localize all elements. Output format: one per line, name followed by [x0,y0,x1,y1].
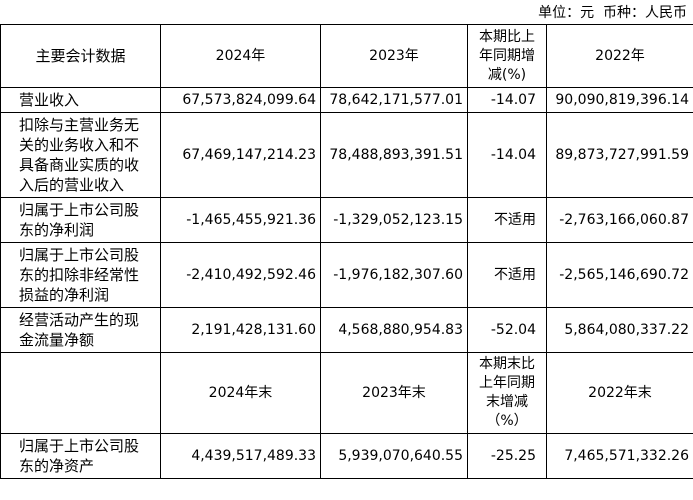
value-cell: -14.04 [467,112,547,198]
value-cell: 4,568,880,954.83 [320,307,468,353]
value-cell: 5,939,070,640.55 [320,433,468,479]
header-cell: 2022年 [546,24,693,88]
value-cell: 2,191,428,131.60 [160,307,321,353]
value-cell: 5,864,080,337.22 [546,307,693,353]
header-cell: 2023年末 [320,352,468,434]
header-text: 2023年 [369,47,419,64]
data-row: 归属于上市公司股东的净资产 4,439,517,489.33 5,939,070,6… [0,433,693,479]
header-cell: 本期末比上年同期末增减（%） [467,352,547,434]
header-cell: 主要会计数据 [0,24,161,88]
value-cell: -1,329,052,123.15 [320,197,468,243]
header-row: 主要会计数据 2024年 2023年 本期比上年同期增减(%) 2022年 [0,24,693,88]
value-cell: -2,565,146,690.72 [546,242,693,308]
header-row: 2024年末 2023年末 本期末比上年同期末增减（%） 2022年末 [0,352,693,434]
value-cell: 7,465,571,332.26 [546,433,693,479]
row-label: 经营活动产生的现金流量净额 [0,307,161,353]
header-text: 2022年 [595,47,645,64]
data-row: 归属于上市公司股东的扣除非经常性损益的净利润 -2,410,492,592.46-… [0,242,693,308]
value-cell: 不适用 [467,197,547,243]
value-cell: -25.25 [467,433,547,479]
value-cell: -1,465,455,921.36 [160,197,321,243]
header-cell: 2023年 [320,24,468,88]
header-text: 2024年末 [208,384,273,401]
value-cell: 78,642,171,577.01 [320,87,468,113]
header-text: 本期末比上年同期末增减（%） [479,356,535,429]
row-label: 扣除与主营业务无关的业务收入和不具备商业实质的收入后的营业收入 [0,112,161,198]
value-cell: 67,469,147,214.23 [160,112,321,198]
header-text: 2022年末 [588,384,652,401]
header-cell: 2022年末 [546,352,693,434]
row-label: 归属于上市公司股东的扣除非经常性损益的净利润 [0,242,161,308]
value-cell: 4,439,517,489.33 [160,433,321,479]
header-text: 2023年末 [362,384,426,401]
header-cell: 本期比上年同期增减(%) [467,24,547,88]
value-cell: -2,763,166,060.87 [546,197,693,243]
header-text: 2024年 [215,47,266,64]
row-label: 归属于上市公司股东的净资产 [0,433,161,479]
value-cell: 67,573,824,099.64 [160,87,321,113]
data-row: 扣除与主营业务无关的业务收入和不具备商业实质的收入后的营业收入 67,469,14… [0,112,693,198]
data-row: 归属于上市公司股东的净利润 -1,465,455,921.36 -1,329,052… [0,197,693,243]
header-text: 本期比上年同期增减(%) [479,28,535,83]
value-cell: -2,410,492,592.46 [160,242,321,308]
data-row: 经营活动产生的现金流量净额 2,191,428,131.60 4,568,880,9… [0,307,693,353]
header-text: 主要会计数据 [35,47,126,65]
row-label: 营业收入 [0,87,161,113]
data-row: 营业收入 67,573,824,099.64 78,642,171,577.01 -1… [0,87,693,113]
value-cell: -52.04 [467,307,547,353]
unit-note: 单位：元 币种：人民币 [538,5,687,21]
header-cell: 2024年末 [160,352,321,434]
value-cell: 90,090,819,396.14 [546,87,693,113]
value-cell: -1,976,182,307.60 [320,242,468,308]
value-cell: 不适用 [467,242,547,308]
value-cell: -14.07 [467,87,547,113]
header-cell [0,352,161,434]
financial-table: 主要会计数据 2024年 2023年 本期比上年同期增减(%) 2022年营业收入 67,… [0,24,693,479]
value-cell: 89,873,727,991.59 [546,112,693,198]
row-label: 归属于上市公司股东的净利润 [0,197,161,243]
header-cell: 2024年 [160,24,321,88]
value-cell: 78,488,893,391.51 [320,112,468,198]
